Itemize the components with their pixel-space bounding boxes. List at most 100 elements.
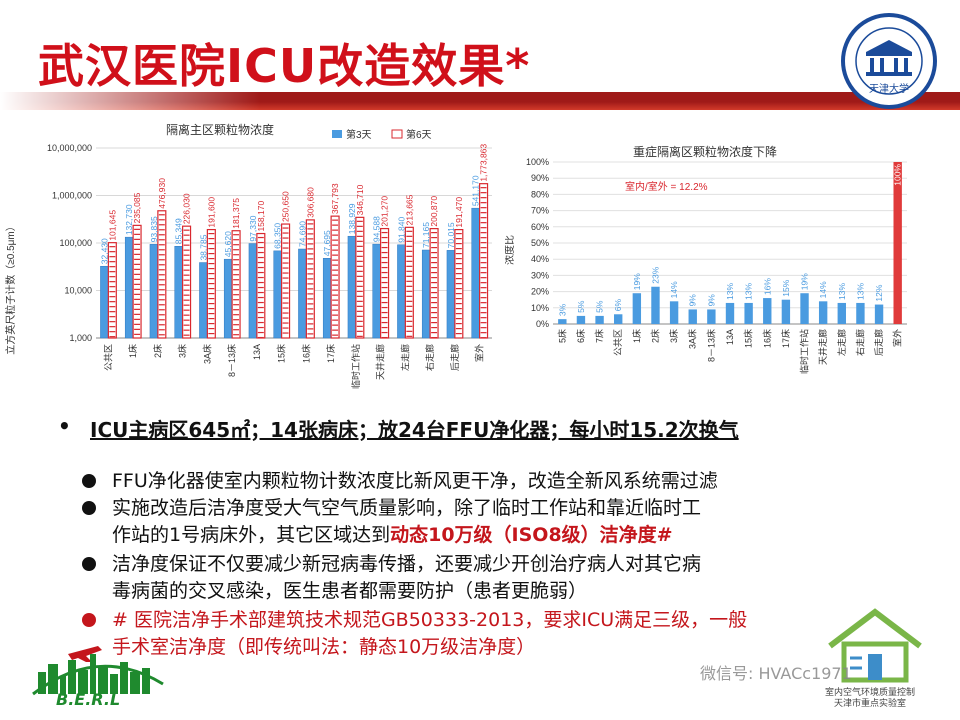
bar-day3 bbox=[223, 258, 233, 339]
bar-data-label: 9% bbox=[706, 294, 716, 307]
ratio-bar bbox=[614, 314, 623, 324]
bar-data-label: 213,665 bbox=[404, 194, 414, 225]
x-category-label: 7床 bbox=[594, 329, 605, 343]
x-category-label: 15床 bbox=[743, 329, 754, 348]
bar-data-label: 38,785 bbox=[198, 234, 208, 260]
house-lab-logo bbox=[828, 608, 922, 683]
chart-icu-concentration-ratio: 重症隔离区颗粒物浓度下降 浓度比 0% 10% 20% 30% 40% 50% 60% 70%… bbox=[505, 138, 915, 400]
ratio-bar bbox=[781, 299, 791, 324]
ratio-bar bbox=[651, 286, 660, 324]
bar-day3 bbox=[347, 235, 357, 339]
bar-data-label: 23% bbox=[650, 266, 660, 283]
bar-data-label: 93,835 bbox=[149, 216, 159, 242]
ratio-bar bbox=[837, 302, 846, 324]
x-category-label: 16床 bbox=[761, 329, 772, 348]
watermark: 微信号: HVACc1971 bbox=[700, 664, 852, 683]
bar-day6 bbox=[107, 242, 117, 339]
x-category-label: 后走廊 bbox=[449, 344, 460, 371]
bar-data-label: 191,470 bbox=[454, 197, 464, 228]
bar-data-label: 1,773,863 bbox=[479, 144, 489, 182]
bar-day6 bbox=[429, 228, 439, 339]
bar-day3 bbox=[446, 250, 456, 339]
ratio-bar bbox=[595, 315, 604, 324]
ratio-bar bbox=[893, 162, 902, 324]
bar-data-label: 5% bbox=[595, 300, 605, 313]
y-tick-label: 20% bbox=[531, 287, 549, 297]
bar-day3 bbox=[421, 249, 431, 339]
legend-label-day3: 第3天 bbox=[346, 128, 372, 141]
bar-day3 bbox=[372, 243, 381, 339]
bar-data-label: 250,650 bbox=[281, 191, 291, 222]
legend-swatch-day3 bbox=[332, 130, 342, 138]
ratio-bar bbox=[632, 293, 642, 324]
bar-day3 bbox=[149, 244, 159, 339]
ratio-bar bbox=[744, 302, 753, 324]
main-bullet-text: ICU主病区645㎡；14张病床；放24台FFU净化器；每小时15.2次换气 bbox=[90, 418, 739, 442]
y-tick-label: 100% bbox=[526, 157, 549, 167]
ratio-bar bbox=[576, 315, 586, 324]
lab-caption: 室内空气环境质量控制 天津市重点实验室 bbox=[824, 688, 915, 709]
y-tick-label: 60% bbox=[531, 222, 549, 232]
bullet-disc bbox=[82, 474, 96, 488]
bar-day6 bbox=[355, 216, 365, 339]
bar-data-label: 138,929 bbox=[347, 203, 357, 234]
bar-data-label: 181,375 bbox=[231, 198, 241, 229]
bar-day3 bbox=[248, 243, 258, 339]
y-tick-label: 10,000 bbox=[64, 286, 92, 296]
x-category-label: 室外 bbox=[892, 329, 903, 347]
y-tick-label: 30% bbox=[531, 270, 549, 280]
bar-data-label: 367,793 bbox=[330, 183, 340, 214]
x-category-label: 室外 bbox=[474, 344, 485, 362]
ratio-bar bbox=[707, 309, 716, 324]
bullet-dot: • bbox=[58, 414, 71, 438]
bar-data-label: 15% bbox=[781, 279, 791, 296]
bar-data-label: 85,349 bbox=[174, 218, 184, 244]
x-category-label: 3床 bbox=[177, 344, 188, 358]
bar-data-label: 19% bbox=[800, 273, 810, 290]
ratio-bar bbox=[669, 301, 679, 324]
bar-day6 bbox=[182, 225, 192, 339]
x-category-label: 8－13床 bbox=[705, 329, 716, 362]
x-category-label: 16床 bbox=[300, 344, 311, 363]
bar-day6 bbox=[404, 226, 414, 339]
ratio-bar bbox=[558, 319, 567, 324]
bar-data-label: 191,600 bbox=[206, 197, 216, 228]
x-category-label: 左走廊 bbox=[836, 329, 847, 356]
ratio-bar bbox=[688, 309, 697, 324]
bar-data-label: 13% bbox=[744, 282, 754, 299]
bar-day3 bbox=[124, 236, 134, 339]
x-category-label: 天井走廊 bbox=[375, 344, 386, 380]
chart-main-zone-particles: 隔离主区颗粒物浓度 立方英尺粒子计数（≥0.5μm） 1,000 10,000 10… bbox=[0, 118, 500, 418]
bar-day6 bbox=[281, 223, 291, 339]
chart-left-title: 隔离主区颗粒物浓度 bbox=[166, 122, 274, 137]
y-tick-label: 80% bbox=[531, 189, 549, 199]
x-category-label: 1床 bbox=[631, 329, 642, 343]
x-category-label: 8－13床 bbox=[226, 344, 237, 377]
bar-data-label: 70,015 bbox=[446, 222, 456, 248]
bar-data-label: 101,645 bbox=[107, 210, 117, 241]
bar-day6 bbox=[479, 183, 489, 339]
bar-data-label: 476,930 bbox=[157, 178, 167, 209]
x-category-label: 临时工作站 bbox=[799, 329, 810, 374]
bar-data-label: 9% bbox=[688, 294, 698, 307]
bar-day3 bbox=[397, 244, 406, 339]
legend-label-day6: 第6天 bbox=[406, 128, 432, 141]
bar-data-label: 19% bbox=[632, 273, 642, 290]
bullet-disc bbox=[82, 557, 96, 571]
bar-day3 bbox=[322, 258, 332, 339]
chart-right-annotation: 室内/室外 = 12.2% bbox=[625, 180, 708, 193]
seal-text: 天津大学 bbox=[869, 82, 909, 95]
bar-data-label: 100% bbox=[893, 164, 903, 186]
x-category-label: 左走廊 bbox=[399, 344, 410, 371]
bar-day3 bbox=[100, 265, 109, 339]
bar-data-label: 201,270 bbox=[380, 196, 390, 227]
bar-data-label: 541,170 bbox=[471, 175, 481, 206]
bar-data-label: 13% bbox=[855, 282, 865, 299]
y-tick-label: 0% bbox=[536, 319, 549, 329]
x-category-label: 15床 bbox=[276, 344, 287, 363]
bar-data-label: 200,870 bbox=[429, 196, 439, 227]
bar-data-label: 6% bbox=[613, 299, 623, 312]
chart-left-ylabel: 立方英尺粒子计数（≥0.5μm） bbox=[4, 221, 17, 354]
y-tick-label: 50% bbox=[531, 238, 549, 248]
x-category-label: 右走廊 bbox=[854, 329, 865, 356]
